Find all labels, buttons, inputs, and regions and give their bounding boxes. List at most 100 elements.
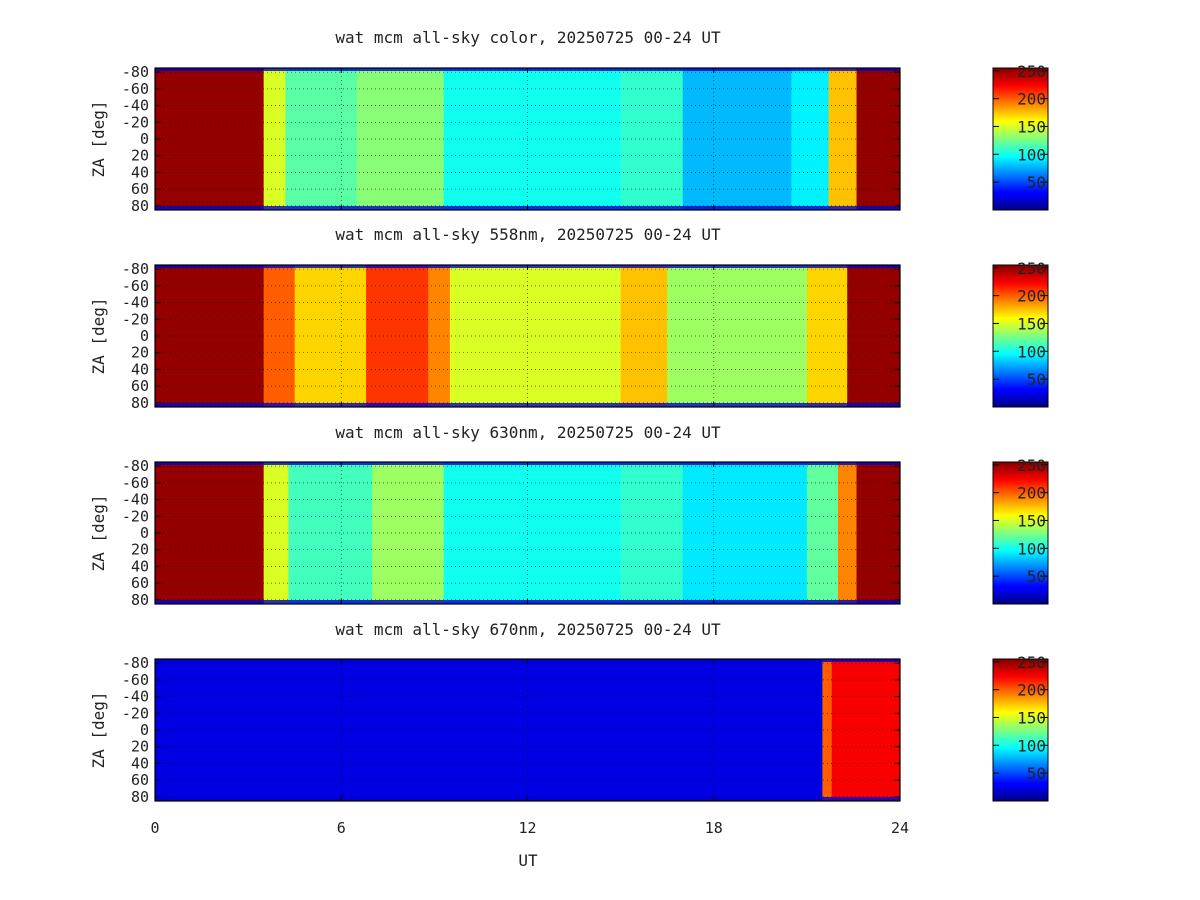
x-tick-label: 6	[337, 819, 346, 837]
heatmap-cell	[791, 68, 830, 210]
heatmap-cell	[806, 462, 839, 604]
colorbar-tick-label: 50	[1027, 370, 1046, 389]
y-tick-label: 60	[131, 574, 149, 592]
colorbar-tick-label: 150	[1017, 511, 1046, 530]
heatmap-cell	[682, 68, 792, 210]
x-tick-label: 12	[518, 819, 536, 837]
y-tick-label: 0	[140, 130, 149, 148]
y-tick-label: -60	[122, 80, 149, 98]
heatmap-cell	[831, 659, 901, 801]
y-tick-label: 0	[140, 327, 149, 345]
y-tick-label: 40	[131, 163, 149, 181]
heatmap-cell	[366, 265, 429, 407]
colorbar-tick-label: 200	[1017, 287, 1046, 306]
colorbar	[992, 461, 1049, 605]
colorbar-tick-label: 50	[1027, 567, 1046, 586]
y-tick-label: 20	[131, 738, 149, 756]
y-tick-label: -60	[122, 474, 149, 492]
colorbar	[992, 67, 1049, 211]
y-tick-label: 60	[131, 377, 149, 395]
panel-title: wat mcm all-sky color, 20250725 00-24 UT	[335, 28, 721, 47]
heatmap-cell	[285, 68, 358, 210]
y-tick-label: 40	[131, 360, 149, 378]
y-tick-label: -40	[122, 491, 149, 509]
y-tick-label: 0	[140, 721, 149, 739]
y-axis-label: ZA [deg]	[89, 100, 108, 177]
y-tick-label: 60	[131, 180, 149, 198]
panel-title: wat mcm all-sky 670nm, 20250725 00-24 UT	[335, 620, 721, 639]
y-tick-label: 80	[131, 788, 149, 806]
colorbar-tick-label: 100	[1017, 145, 1046, 164]
colorbar-tick-label: 250	[1017, 456, 1046, 475]
x-tick-label: 18	[705, 819, 723, 837]
x-tick-label: 0	[150, 819, 159, 837]
y-tick-label: 40	[131, 557, 149, 575]
panel-558nm: wat mcm all-sky 558nm, 20250725 00-24 UT…	[89, 225, 1049, 412]
colorbar-tick-label: 250	[1017, 259, 1046, 278]
y-tick-label: -20	[122, 507, 149, 525]
colorbar-tick-label: 200	[1017, 681, 1046, 700]
y-tick-label: -20	[122, 704, 149, 722]
y-axis-label: ZA [deg]	[89, 297, 108, 374]
colorbar-tick-label: 100	[1017, 736, 1046, 755]
y-tick-label: -80	[122, 654, 149, 672]
y-tick-label: 0	[140, 524, 149, 542]
y-tick-label: 80	[131, 197, 149, 215]
colorbar-tick-label: 250	[1017, 653, 1046, 672]
y-tick-label: -40	[122, 688, 149, 706]
x-axis-label: UT	[518, 851, 538, 870]
x-axis: 0 6 12 18 24	[150, 819, 909, 837]
colorbar-tick-label: 50	[1027, 764, 1046, 783]
heatmap-cell	[443, 462, 622, 604]
y-tick-label: 20	[131, 344, 149, 362]
colorbar-tick-label: 150	[1017, 117, 1046, 136]
panel-title: wat mcm all-sky 558nm, 20250725 00-24 UT	[335, 225, 721, 244]
y-tick-label: -40	[122, 97, 149, 115]
heatmap-cell	[682, 462, 808, 604]
heatmap-cell	[828, 68, 858, 210]
y-tick-label: 80	[131, 591, 149, 609]
y-tick-label: -40	[122, 294, 149, 312]
heatmap-cell	[294, 265, 367, 407]
colorbar-tick-label: 150	[1017, 314, 1046, 333]
panel-630nm: wat mcm all-sky 630nm, 20250725 00-24 UT…	[89, 423, 1049, 609]
colorbar-tick-label: 100	[1017, 539, 1046, 558]
colorbar-tick-label: 250	[1017, 62, 1046, 81]
y-tick-label: 80	[131, 394, 149, 412]
heatmap-cell	[155, 68, 265, 210]
heatmap-cell	[288, 462, 373, 604]
heatmap-cell	[155, 265, 265, 407]
y-tick-label: -60	[122, 671, 149, 689]
y-axis-label: ZA [deg]	[89, 691, 108, 768]
colorbar	[992, 264, 1049, 408]
y-tick-label: -20	[122, 310, 149, 328]
y-tick-label: -80	[122, 63, 149, 81]
x-tick-label: 24	[891, 819, 909, 837]
heatmap-cell	[155, 462, 265, 604]
grid-lines	[155, 659, 900, 801]
colorbar-tick-label: 200	[1017, 90, 1046, 109]
y-tick-label: 60	[131, 771, 149, 789]
heatmap-cell	[263, 68, 286, 210]
colorbar	[992, 658, 1049, 802]
colorbar-tick-label: 50	[1027, 173, 1046, 192]
y-axis-label: ZA [deg]	[89, 494, 108, 571]
y-tick-label: 20	[131, 541, 149, 559]
grid-lines	[155, 265, 900, 407]
grid-lines	[155, 462, 900, 604]
colorbar-ticks: 250 200 150 100 50	[993, 62, 1048, 192]
panel-title: wat mcm all-sky 630nm, 20250725 00-24 UT	[335, 423, 721, 442]
y-tick-label: -20	[122, 113, 149, 131]
colorbar-ticks: 250 200 150 100 50	[993, 259, 1048, 389]
y-tick-label: -60	[122, 277, 149, 295]
heatmap-cell	[667, 265, 808, 407]
y-tick-label: 40	[131, 754, 149, 772]
y-tick-label: 20	[131, 147, 149, 165]
heatmap-cell	[372, 462, 445, 604]
colorbar-tick-label: 100	[1017, 342, 1046, 361]
